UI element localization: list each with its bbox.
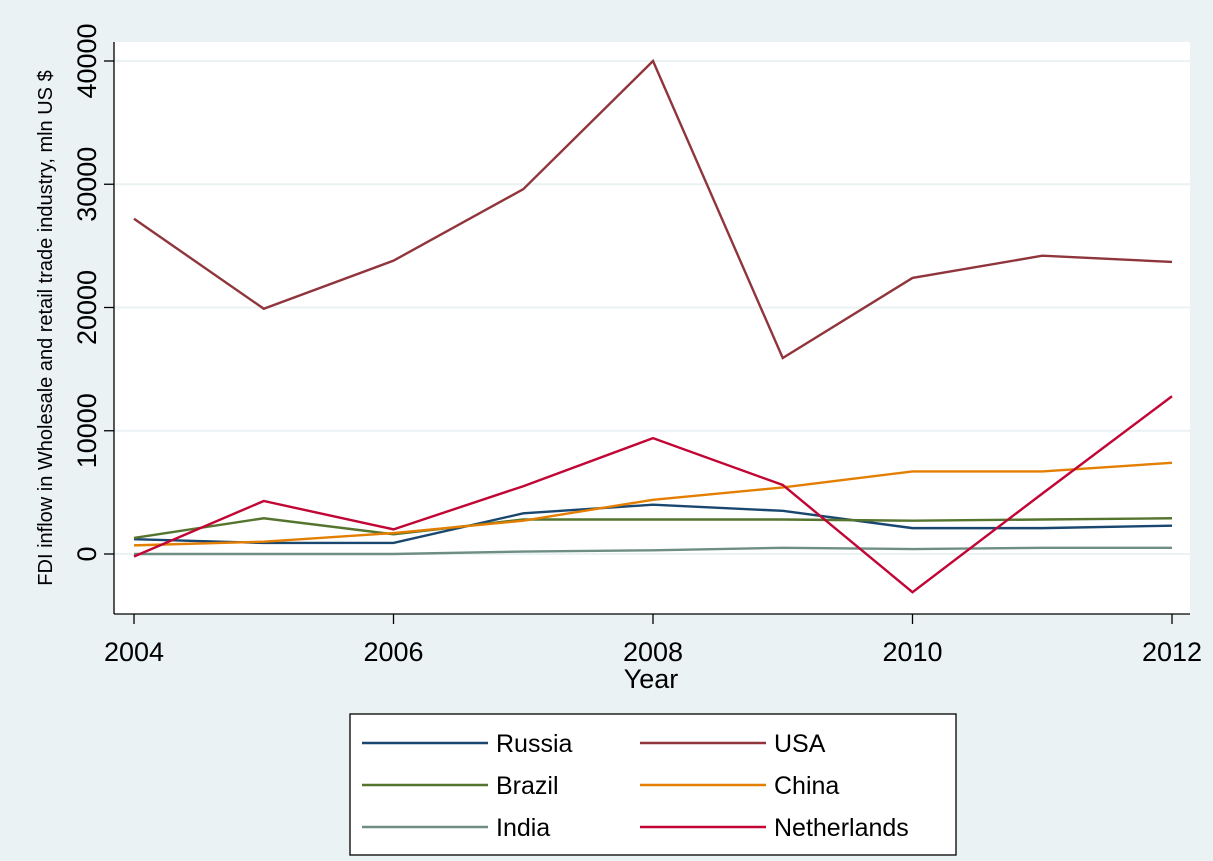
legend-items: Russia USA Brazil China India Netherlands xyxy=(362,730,909,842)
x-axis-ticks: 2004 2006 2008 2010 2012 xyxy=(104,614,1202,667)
x-tick-label-2010: 2010 xyxy=(882,637,942,667)
legend-label-russia: Russia xyxy=(496,730,573,758)
y-tick-label-30000: 30000 xyxy=(72,147,102,222)
y-tick-label-20000: 20000 xyxy=(72,270,102,345)
series-lines xyxy=(133,58,1173,594)
series-line-india xyxy=(134,546,1172,556)
x-tick-label-2012: 2012 xyxy=(1142,637,1202,667)
series-line-china xyxy=(133,461,1173,547)
series-line-netherlands xyxy=(133,395,1173,594)
x-tick-label-2004: 2004 xyxy=(104,637,164,667)
legend-label-netherlands: Netherlands xyxy=(774,814,909,842)
series-line-brazil xyxy=(133,517,1173,540)
y-axis-ticks: 0 10000 20000 30000 40000 xyxy=(72,23,114,562)
x-axis-label: Year xyxy=(624,664,679,694)
legend: Russia USA Brazil China India Netherlands xyxy=(349,713,957,856)
x-tick-label-2008: 2008 xyxy=(623,637,683,667)
y-tick-label-40000: 40000 xyxy=(72,23,102,98)
legend-label-china: China xyxy=(774,772,839,800)
y-tick-label-0: 0 xyxy=(72,546,102,561)
legend-label-india: India xyxy=(496,814,550,842)
x-tick-label-2006: 2006 xyxy=(363,637,423,667)
series-line-usa xyxy=(133,58,1173,360)
series-line-russia xyxy=(133,503,1173,545)
y-tick-label-10000: 10000 xyxy=(72,393,102,468)
legend-label-brazil: Brazil xyxy=(496,772,559,800)
legend-label-usa: USA xyxy=(774,730,826,758)
y-axis-label: FDI inflow in Wholesale and retail trade… xyxy=(35,70,57,585)
